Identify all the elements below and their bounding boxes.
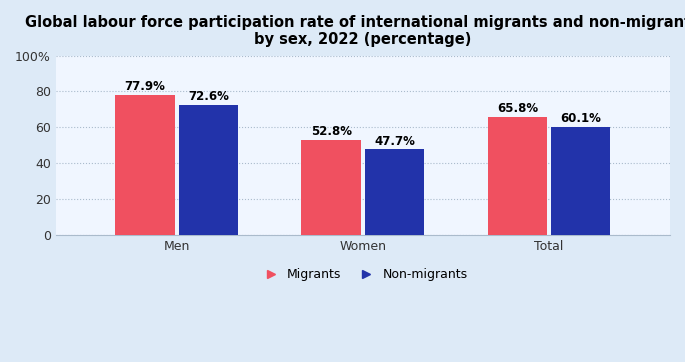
Bar: [301, 140, 361, 235]
Text: 77.9%: 77.9%: [125, 80, 166, 93]
Text: 47.7%: 47.7%: [374, 135, 415, 148]
Text: 60.1%: 60.1%: [560, 112, 601, 125]
Text: 65.8%: 65.8%: [497, 102, 538, 115]
Title: Global labour force participation rate of international migrants and non-migrant: Global labour force participation rate o…: [25, 15, 685, 47]
Bar: [551, 127, 610, 235]
Bar: [364, 150, 424, 235]
Text: 72.6%: 72.6%: [188, 90, 229, 103]
Bar: [115, 95, 175, 235]
Bar: [179, 105, 238, 235]
Text: 52.8%: 52.8%: [311, 126, 351, 139]
Legend: Migrants, Non-migrants: Migrants, Non-migrants: [253, 263, 473, 286]
Bar: [488, 117, 547, 235]
